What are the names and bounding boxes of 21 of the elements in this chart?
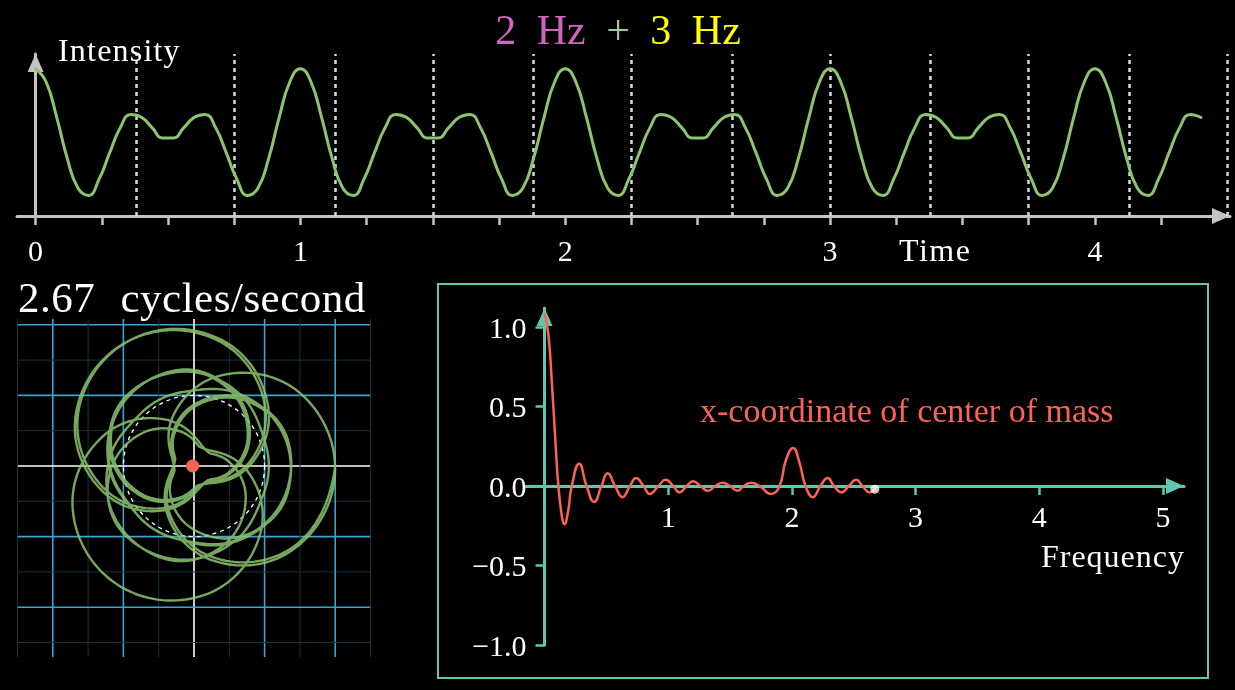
y-tick-label: 0.0 <box>489 469 527 503</box>
x-tick-label: 1 <box>292 233 308 267</box>
text: 2.67 cycles/second <box>18 274 366 321</box>
chart-title: 2 Hz + 3 Hz <box>495 7 741 53</box>
x-tick-label: 2 <box>784 499 800 533</box>
x-tick-label: 2 <box>557 233 573 267</box>
series-label: x-coordinate of center of mass <box>700 391 1114 429</box>
x-tick-label: 5 <box>1155 499 1171 533</box>
x-tick-label: 0 <box>28 233 44 267</box>
x-tick-label: 3 <box>822 233 838 267</box>
y-axis-title: Intensity <box>58 32 181 68</box>
y-tick-label: 1.0 <box>489 310 527 344</box>
y-tick-label: 0.5 <box>489 390 527 424</box>
x-tick-label: 3 <box>908 499 924 533</box>
x-axis-title: Time <box>899 232 972 268</box>
x-axis-title: Frequency <box>1040 538 1185 574</box>
x-tick-label: 4 <box>1087 233 1103 267</box>
x-tick-label: 4 <box>1031 499 1047 533</box>
x-tick-label: 1 <box>660 499 676 533</box>
y-tick-label: −1.0 <box>472 628 527 662</box>
y-tick-label: −0.5 <box>472 549 527 583</box>
